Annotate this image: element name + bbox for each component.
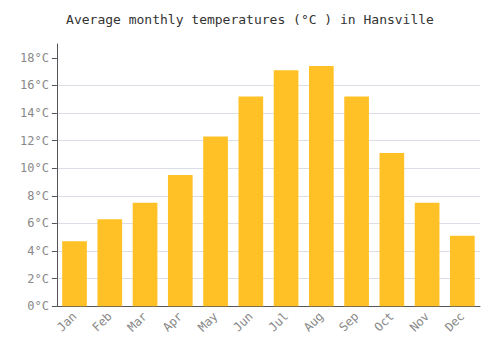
svg-text:Oct: Oct	[372, 309, 397, 334]
svg-text:Sep: Sep	[336, 309, 361, 334]
svg-text:4°C: 4°C	[27, 244, 49, 258]
svg-text:16°C: 16°C	[20, 78, 49, 92]
svg-text:Aug: Aug	[301, 309, 326, 334]
svg-text:Feb: Feb	[90, 309, 115, 334]
svg-text:Nov: Nov	[407, 309, 432, 334]
svg-text:18°C: 18°C	[20, 51, 49, 65]
svg-text:6°C: 6°C	[27, 216, 49, 230]
svg-text:Dec: Dec	[442, 309, 467, 334]
svg-text:May: May	[195, 309, 220, 334]
svg-text:Average monthly temperatures (: Average monthly temperatures (°C ) in Ha…	[66, 12, 434, 27]
svg-text:12°C: 12°C	[20, 134, 49, 148]
svg-text:Jun: Jun	[231, 309, 256, 334]
svg-text:Apr: Apr	[160, 309, 185, 334]
svg-text:Jul: Jul	[266, 309, 291, 334]
svg-text:14°C: 14°C	[20, 106, 49, 120]
svg-text:8°C: 8°C	[27, 189, 49, 203]
svg-text:2°C: 2°C	[27, 272, 49, 286]
svg-text:10°C: 10°C	[20, 161, 49, 175]
svg-text:Jan: Jan	[54, 309, 79, 334]
svg-text:Mar: Mar	[125, 309, 150, 334]
svg-text:0°C: 0°C	[27, 299, 49, 313]
